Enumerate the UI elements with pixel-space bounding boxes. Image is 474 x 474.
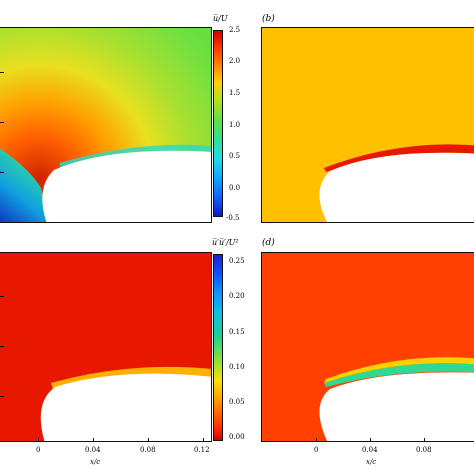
panel-d-contour [261,252,474,442]
panel-d-plot [262,253,474,441]
x-tick-label: 0 [314,446,319,454]
colorbar-stress-tick: 0.05 [229,398,245,406]
x-tick-label: 0.08 [140,446,156,454]
x-tick [424,438,425,442]
x-tick-label: 0.08 [416,446,432,454]
x-tick-label: 0.12 [194,446,210,454]
y-tick [0,396,4,397]
panel-c-contour [0,252,212,442]
colorbar-velocity-tick: -0.5 [226,214,240,222]
panel-b-label: (b) [262,14,275,24]
x-tick-label: 0.04 [85,446,101,454]
airfoil-shape [42,150,211,222]
airfoil-shape [40,373,211,441]
colorbar-stress-title: u̅′u̅′/U² [212,238,239,247]
x-axis-title: x/c [366,458,377,466]
panel-a-velocity-contour [0,27,212,223]
x-axis-title: x/c [90,458,101,466]
stagnation-region [0,148,49,222]
panel-c-plot [0,253,211,441]
panel-d-label: (d) [262,238,275,248]
x-tick [203,438,204,442]
boundary-layer [324,363,474,387]
x-tick [38,438,39,442]
panel-b-plot [262,28,474,222]
colorbar-stress-tick: 0.00 [229,433,245,441]
colorbar-stress-tick: 0.10 [229,363,245,371]
outer-shear-layer [324,357,474,383]
x-tick-label: 0 [36,446,41,454]
colorbar-stress-tick: 0.15 [229,328,245,336]
y-tick [0,72,4,73]
panel-a-plot [0,28,211,222]
colorbar-velocity-title: u̅/U [213,14,228,23]
boundary-layer [51,366,211,389]
x-tick [93,438,94,442]
colorbar-velocity-tick: 0.0 [229,184,241,192]
y-tick [0,346,4,347]
airfoil-shape [319,152,474,222]
y-tick [0,172,4,173]
boundary-layer [59,144,211,168]
colorbar-velocity-tick: 2.0 [229,57,241,65]
colorbar-velocity-tick: 1.0 [229,121,241,129]
colorbar-velocity-tick: 0.5 [229,152,241,160]
x-tick [148,438,149,442]
boundary-layer [324,144,474,172]
x-tick-label: 0.04 [362,446,378,454]
x-tick [316,438,317,442]
y-tick [0,296,4,297]
colorbar-stress-tick: 0.20 [229,292,245,300]
colorbar-velocity [213,30,223,217]
colorbar-velocity-tick: 1.5 [229,89,241,97]
colorbar-stress-tick: 0.25 [229,257,245,265]
x-tick [370,438,371,442]
airfoil-shape [319,372,474,441]
y-tick [0,122,4,123]
panel-b-contour [261,27,474,223]
colorbar-stress [213,254,223,441]
colorbar-velocity-tick: 2.5 [229,26,241,34]
